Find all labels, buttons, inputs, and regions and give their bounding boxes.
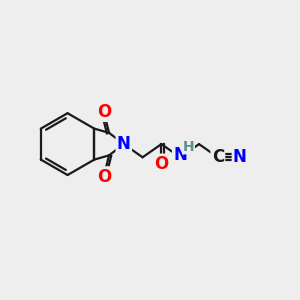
Text: N: N bbox=[173, 146, 187, 164]
Text: N: N bbox=[117, 135, 131, 153]
Text: N: N bbox=[233, 148, 247, 166]
Text: C: C bbox=[212, 148, 224, 166]
Text: O: O bbox=[154, 155, 169, 173]
Text: O: O bbox=[97, 168, 111, 186]
Text: H: H bbox=[183, 140, 194, 154]
Text: O: O bbox=[97, 103, 111, 121]
